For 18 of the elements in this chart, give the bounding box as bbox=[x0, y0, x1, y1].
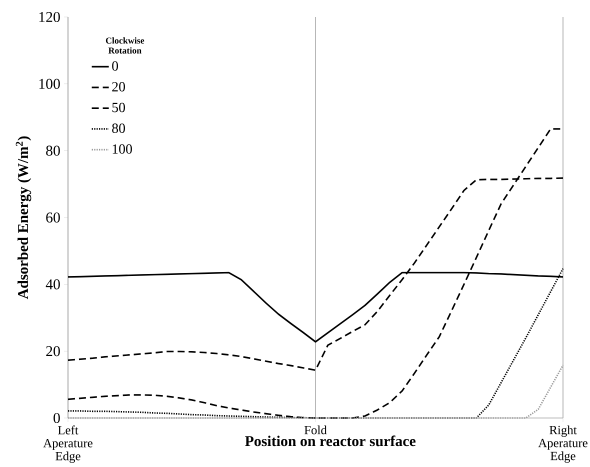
x-tick-label: Right Aperature Edge bbox=[538, 426, 588, 463]
legend-label: 50 bbox=[112, 102, 125, 112]
legend-title: Clockwise Rotation bbox=[106, 37, 144, 54]
y-tick-label: 60 bbox=[46, 212, 60, 223]
legend-label: 20 bbox=[112, 82, 125, 92]
x-axis-title: Position on reactor surface bbox=[245, 436, 416, 446]
y-axis-title: Adsorbed Energy (W/m$^{2}$) bbox=[16, 136, 32, 300]
x-tick-label: Left Aperature Edge bbox=[43, 426, 92, 463]
legend-label: 100 bbox=[112, 144, 132, 154]
x-tick-label: Fold bbox=[304, 426, 327, 434]
legend-label: 0 bbox=[112, 61, 118, 71]
y-tick-label: 0 bbox=[54, 412, 60, 424]
y-tick-label: 40 bbox=[46, 279, 60, 290]
y-tick-label: 100 bbox=[39, 78, 60, 89]
legend-label: 80 bbox=[112, 124, 125, 133]
y-tick-label: 120 bbox=[39, 12, 60, 22]
y-tick-label: 20 bbox=[46, 346, 60, 356]
y-tick-label: 80 bbox=[46, 146, 60, 156]
